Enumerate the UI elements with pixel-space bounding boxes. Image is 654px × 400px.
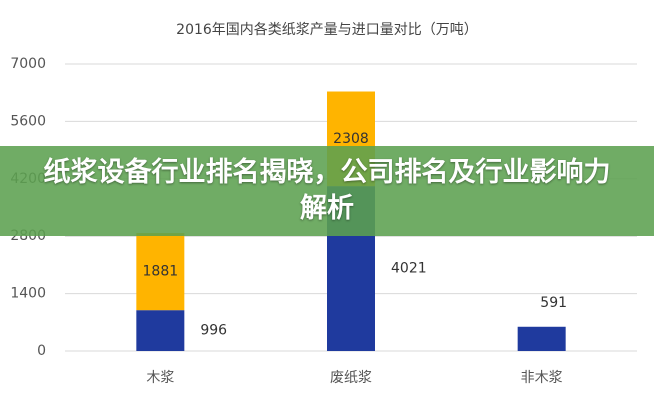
banner-text: 纸浆设备行业排名揭晓，公司排名及行业影响力解析 (43, 157, 611, 224)
chart-title: 2016年国内各类纸浆产量与进口量对比（万吨） (176, 22, 478, 38)
data-label: 591 (540, 295, 567, 311)
y-tick-label: 0 (37, 343, 46, 359)
banner: 纸浆设备行业排名揭晓，公司排名及行业影响力解析 (0, 146, 654, 236)
x-tick-label: 木浆 (146, 370, 174, 386)
y-tick-label: 7000 (10, 56, 46, 72)
x-tick-label: 废纸浆 (330, 370, 372, 386)
bar-segment (517, 326, 566, 351)
bar-segment (136, 310, 185, 351)
data-label: 4021 (391, 261, 427, 277)
data-label: 1881 (143, 264, 179, 280)
data-label: 2308 (333, 131, 369, 147)
data-label: 996 (200, 323, 227, 339)
y-tick-label: 1400 (10, 286, 46, 302)
y-tick-label: 5600 (10, 113, 46, 129)
bar-segment (136, 233, 185, 311)
x-tick-label: 非木浆 (521, 370, 563, 386)
